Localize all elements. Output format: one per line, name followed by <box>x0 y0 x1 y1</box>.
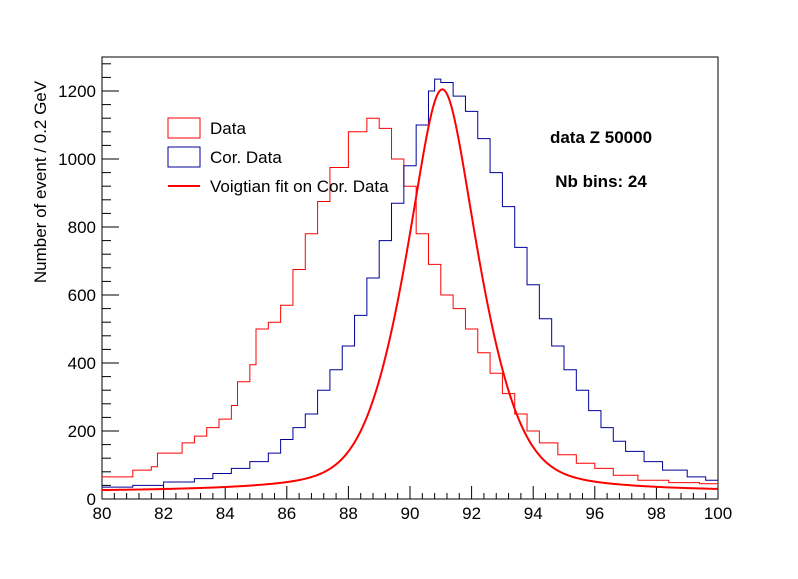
x-tick-label: 92 <box>462 504 481 523</box>
legend-cor-data-swatch <box>167 146 201 168</box>
x-axis-ticks: 80 82 84 86 88 90 92 94 96 98 100 <box>93 486 732 523</box>
annotation-nb-bins: Nb bins: 24 <box>555 172 647 191</box>
legend-cor-data-label: Cor. Data <box>210 148 282 167</box>
x-tick-label: 94 <box>524 504 543 523</box>
y-tick-label: 0 <box>87 490 96 509</box>
x-tick-label: 84 <box>216 504 235 523</box>
x-tick-label: 86 <box>277 504 296 523</box>
y-tick-label: 200 <box>68 422 96 441</box>
y-tick-label: 600 <box>68 286 96 305</box>
y-tick-label: 1000 <box>58 150 96 169</box>
series-voigtian-fit-line <box>102 88 718 492</box>
legend-data-label: Data <box>210 119 246 138</box>
series-cor-data-histogram <box>102 78 718 488</box>
x-tick-label: 90 <box>401 504 420 523</box>
y-tick-label: 1200 <box>58 82 96 101</box>
x-tick-label: 82 <box>154 504 173 523</box>
x-tick-label: 88 <box>339 504 358 523</box>
x-tick-label: 80 <box>93 504 112 523</box>
series-layer <box>102 78 718 492</box>
series-data-histogram <box>102 117 718 486</box>
x-tick-label: 100 <box>704 504 732 523</box>
y-tick-label: 400 <box>68 354 96 373</box>
legend-fit-label: Voigtian fit on Cor. Data <box>210 177 389 196</box>
legend: Data Cor. Data Voigtian fit on Cor. Data <box>167 117 389 196</box>
y-tick-label: 800 <box>68 218 96 237</box>
y-axis-ticks: 0 200 400 600 800 1000 1200 <box>58 63 119 509</box>
annotation-dataset: data Z 50000 <box>550 128 652 147</box>
x-tick-label: 98 <box>647 504 666 523</box>
y-axis-label: Number of event / 0.2 GeV <box>31 80 50 283</box>
legend-data-swatch <box>167 117 201 139</box>
x-tick-label: 96 <box>585 504 604 523</box>
